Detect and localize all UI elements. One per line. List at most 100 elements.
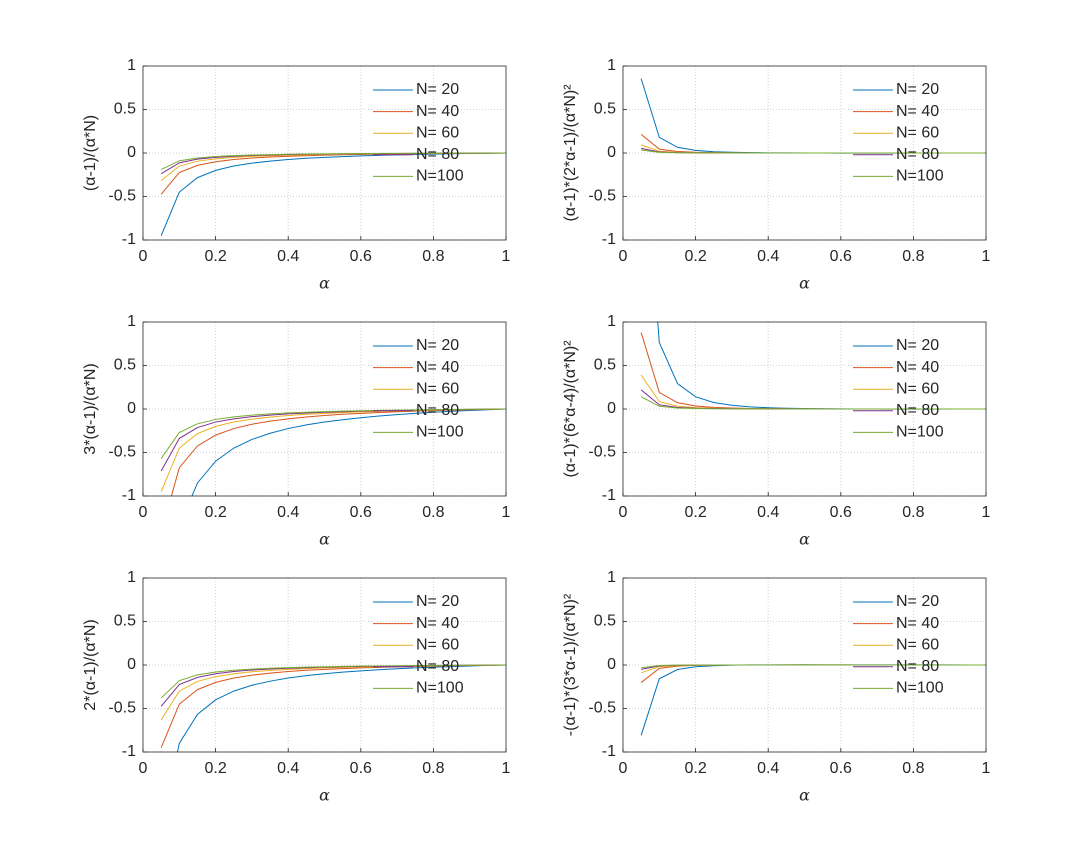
y-tick-label: -0.5 (588, 188, 616, 205)
subplot: -1 -0.5 0 0.5 1 0 0.2 0.4 0.6 0.8 1 N= 20 N= 40 N= 60… (82, 313, 511, 548)
y-tick-label: 0.5 (594, 613, 616, 630)
legend-label: N= 20 (896, 593, 939, 610)
data-line (191, 408, 506, 496)
x-tick-label: 0.8 (422, 504, 444, 521)
y-tick-label: 1 (127, 313, 136, 330)
legend-label: N= 60 (416, 124, 459, 141)
y-tick-label: -1 (602, 231, 616, 248)
y-tick-label: -1 (602, 743, 616, 760)
subplot: -1 -0.5 0 0.5 1 0 0.2 0.4 0.6 0.8 1 N= 20 N= 40 N= 60… (562, 569, 990, 804)
x-tick-label: 0.4 (757, 248, 779, 265)
legend-label: N= 60 (896, 124, 939, 141)
y-tick-label: 1 (127, 57, 136, 74)
x-tick-label: 0.4 (277, 248, 299, 265)
y-tick-label: -0.5 (108, 444, 136, 461)
legend-label: N=100 (896, 680, 944, 697)
data-line (160, 664, 506, 699)
legend-label: N= 40 (896, 615, 939, 632)
x-tick-label: 0 (619, 248, 628, 265)
y-tick-label: 1 (607, 57, 616, 74)
y-axis-label: (α-1)*(6*α-4)/(α*N)² (562, 340, 579, 478)
legend-label: N= 60 (416, 636, 459, 653)
data-line (640, 396, 986, 410)
axes-box (622, 65, 987, 241)
y-tick-label: 0 (127, 400, 136, 417)
legend-label: N= 20 (896, 337, 939, 354)
y-tick-label: -1 (122, 231, 136, 248)
x-tick-label: 1 (502, 248, 511, 265)
y-tick-label: 0.5 (114, 357, 136, 374)
axes-box (142, 577, 507, 753)
x-tick-label: 0.2 (684, 248, 706, 265)
series-group (160, 664, 506, 752)
legend-label: N= 20 (416, 337, 459, 354)
legend-label: N=100 (896, 424, 944, 441)
legend-label: N= 80 (896, 402, 939, 419)
subplot: -1 -0.5 0 0.5 1 0 0.2 0.4 0.6 0.8 1 N= 20 N= 40 N= 60… (562, 57, 990, 292)
subplot: -1 -0.5 0 0.5 1 0 0.2 0.4 0.6 0.8 1 N= 20 N= 40 N= 60… (82, 569, 511, 804)
legend-label: N=100 (896, 168, 944, 185)
x-tick-label: 0 (139, 248, 148, 265)
legend-label: N= 40 (416, 103, 459, 120)
x-tick-label: 0.8 (422, 248, 444, 265)
y-tick-label: 0 (607, 144, 616, 161)
y-tick-label: 0.5 (594, 357, 616, 374)
data-line (176, 664, 506, 752)
data-line (641, 149, 986, 154)
y-tick-label: 0.5 (594, 101, 616, 118)
y-axis-label: 2*(α-1)/(α*N) (82, 619, 99, 710)
x-tick-label: 0.8 (902, 760, 924, 777)
legend-label: N= 60 (416, 380, 459, 397)
x-tick-label: 0.6 (350, 760, 372, 777)
legend-label: N= 40 (416, 359, 459, 376)
x-tick-label: 0.6 (830, 504, 852, 521)
y-tick-label: 1 (607, 569, 616, 586)
y-tick-label: -0.5 (588, 700, 616, 717)
x-tick-label: 0 (619, 760, 628, 777)
x-tick-label: 0 (139, 504, 148, 521)
legend-label: N= 80 (416, 658, 459, 675)
legend-label: N=100 (416, 680, 464, 697)
legend-label: N= 40 (896, 103, 939, 120)
legend-label: N= 60 (896, 380, 939, 397)
legend-label: N= 80 (896, 658, 939, 675)
subplot: -1 -0.5 0 0.5 1 0 0.2 0.4 0.6 0.8 1 N= 20 N= 40 N= 60… (562, 313, 990, 548)
y-tick-label: 0 (127, 656, 136, 673)
x-tick-label: 1 (982, 248, 991, 265)
x-tick-label: 0.2 (204, 248, 226, 265)
x-tick-label: 1 (982, 760, 991, 777)
x-tick-label: 1 (502, 760, 511, 777)
data-line (641, 664, 986, 669)
y-tick-label: 0 (607, 656, 616, 673)
x-tick-label: 1 (502, 504, 511, 521)
axes-box (142, 65, 507, 241)
x-tick-label: 0.4 (757, 760, 779, 777)
y-tick-label: -1 (122, 743, 136, 760)
x-tick-label: 0.6 (350, 248, 372, 265)
y-tick-label: 0 (127, 144, 136, 161)
x-tick-label: 0.6 (830, 760, 852, 777)
y-tick-label: -0.5 (108, 700, 136, 717)
legend-label: N= 80 (896, 146, 939, 163)
y-tick-label: -1 (602, 487, 616, 504)
series-group (640, 664, 986, 736)
series-group (640, 322, 986, 410)
legend-label: N= 80 (416, 146, 459, 163)
x-axis-label: α (799, 274, 810, 293)
y-tick-label: 0.5 (114, 613, 136, 630)
x-tick-label: 0.4 (277, 504, 299, 521)
y-tick-label: 1 (127, 569, 136, 586)
x-tick-label: 0.4 (277, 760, 299, 777)
legend-label: N=100 (416, 424, 464, 441)
data-line (160, 152, 506, 170)
x-tick-label: 0 (139, 760, 148, 777)
y-tick-label: -0.5 (108, 188, 136, 205)
axes-box (622, 577, 987, 753)
x-tick-label: 0.2 (684, 504, 706, 521)
x-tick-label: 0.8 (902, 504, 924, 521)
y-axis-label: (α-1)/(α*N) (82, 115, 99, 191)
x-tick-label: 0.6 (350, 504, 372, 521)
subplot: -1 -0.5 0 0.5 1 0 0.2 0.4 0.6 0.8 1 N= 20 N= 40 N= 60… (82, 57, 510, 292)
y-axis-label: (α-1)*(2*α-1)/(α*N)² (562, 84, 579, 222)
